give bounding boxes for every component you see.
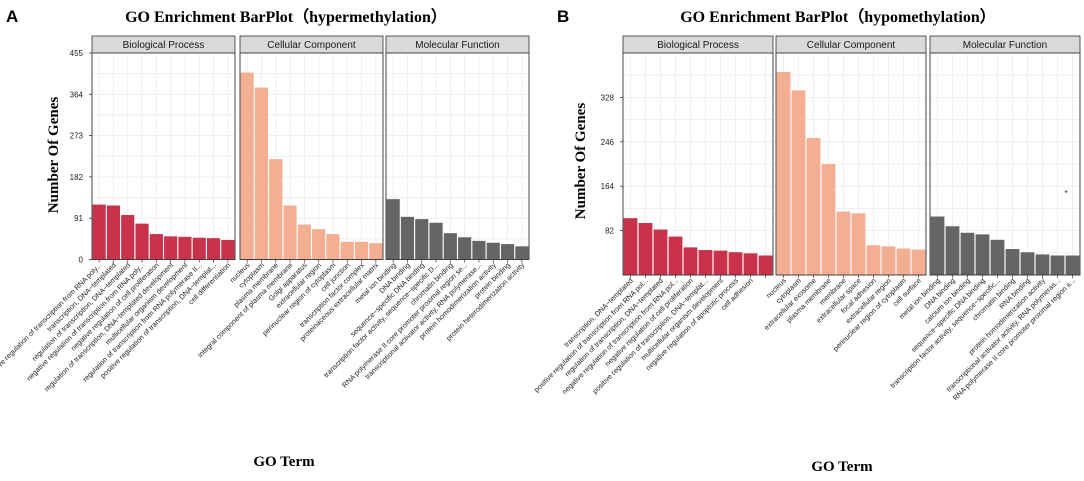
bar xyxy=(178,236,192,260)
bar xyxy=(896,248,911,275)
chart-panel-a: A GO Enrichment BarPlot（hypermethylation）… xyxy=(0,7,530,470)
facet-label: Cellular Component xyxy=(807,40,896,51)
panel-label: B xyxy=(557,7,569,26)
y-tick-label: 182 xyxy=(70,173,84,182)
bar xyxy=(623,218,638,275)
bar xyxy=(269,159,283,260)
bar xyxy=(990,239,1005,275)
bar xyxy=(1035,254,1050,275)
facet-label: Cellular Component xyxy=(267,40,356,51)
y-tick-label: 164 xyxy=(601,182,615,191)
bar xyxy=(776,71,791,275)
bar xyxy=(297,224,311,260)
bar xyxy=(106,205,121,260)
bar xyxy=(206,238,221,260)
facet-label: Molecular Function xyxy=(415,40,499,51)
stray-annotation-mark: * xyxy=(1064,189,1067,198)
bar xyxy=(149,234,163,260)
facet-label: Biological Process xyxy=(123,40,205,51)
bar xyxy=(791,90,806,275)
y-axis-title: Number Of Genes xyxy=(46,97,62,214)
bar xyxy=(1050,255,1065,275)
facet-border xyxy=(622,52,774,276)
facet-border xyxy=(91,52,236,260)
bar xyxy=(221,239,235,260)
bar xyxy=(369,243,383,260)
bar xyxy=(881,246,896,275)
bar xyxy=(312,229,326,260)
facet-border xyxy=(775,52,927,276)
bar xyxy=(806,138,821,275)
bar xyxy=(866,245,881,275)
facet-label: Molecular Function xyxy=(963,40,1047,51)
bar xyxy=(400,216,415,260)
bar xyxy=(683,247,698,275)
facet-cellular-component: Cellular Componentnucleuscytoplasmextrac… xyxy=(762,35,927,353)
y-tick-label: 91 xyxy=(74,214,83,223)
bar xyxy=(1005,249,1020,275)
bar xyxy=(960,232,975,275)
facet-border xyxy=(385,52,530,260)
bar xyxy=(254,87,269,260)
bar xyxy=(486,242,500,260)
bar xyxy=(164,236,178,260)
x-axis-title: GO Term xyxy=(811,459,873,475)
chart-panel-b: B GO Enrichment BarPlot（hypomethylation） 8… xyxy=(532,7,1081,475)
bar xyxy=(515,246,529,260)
bar xyxy=(1065,255,1080,275)
bar xyxy=(836,211,851,275)
y-tick-label: 246 xyxy=(601,138,615,147)
bar xyxy=(354,241,369,260)
bar xyxy=(458,237,472,260)
bar xyxy=(851,213,866,275)
bar xyxy=(713,250,728,275)
chart-title: GO Enrichment BarPlot（hypermethylation） xyxy=(125,8,447,26)
bar xyxy=(386,199,400,260)
bar xyxy=(92,204,106,260)
y-tick-label: 0 xyxy=(79,256,84,265)
bar xyxy=(975,234,990,275)
bar xyxy=(668,236,683,275)
y-tick-label: 82 xyxy=(605,227,614,236)
bar xyxy=(340,241,354,260)
bar xyxy=(1020,252,1035,275)
bar xyxy=(930,216,945,275)
facet-border xyxy=(239,52,384,260)
bar xyxy=(240,72,254,260)
bar xyxy=(283,205,297,260)
chart-title: GO Enrichment BarPlot（hypomethylation） xyxy=(680,8,996,26)
bar xyxy=(945,226,960,275)
bar xyxy=(135,223,149,260)
bar xyxy=(443,233,457,260)
bar xyxy=(192,237,206,260)
bar xyxy=(758,255,773,275)
bar xyxy=(121,215,135,260)
bar xyxy=(728,252,743,275)
bar xyxy=(638,223,653,275)
facet-border xyxy=(929,52,1081,276)
x-axis-title: GO Term xyxy=(253,454,315,470)
y-tick-label: 328 xyxy=(601,93,615,102)
bar xyxy=(415,219,429,260)
bar xyxy=(821,164,836,275)
bar xyxy=(500,244,515,260)
y-tick-label: 364 xyxy=(70,90,84,99)
y-tick-label: 273 xyxy=(70,132,84,141)
bar xyxy=(743,253,758,275)
y-axis-title: Number Of Genes xyxy=(573,103,589,220)
bar xyxy=(326,234,340,260)
bar xyxy=(472,240,486,260)
bar xyxy=(911,249,926,275)
panel-label: A xyxy=(6,7,18,26)
y-tick-label: 455 xyxy=(70,49,84,58)
bar xyxy=(429,222,443,260)
facet-label: Biological Process xyxy=(657,40,739,51)
bar xyxy=(653,229,668,275)
bar xyxy=(698,250,713,275)
